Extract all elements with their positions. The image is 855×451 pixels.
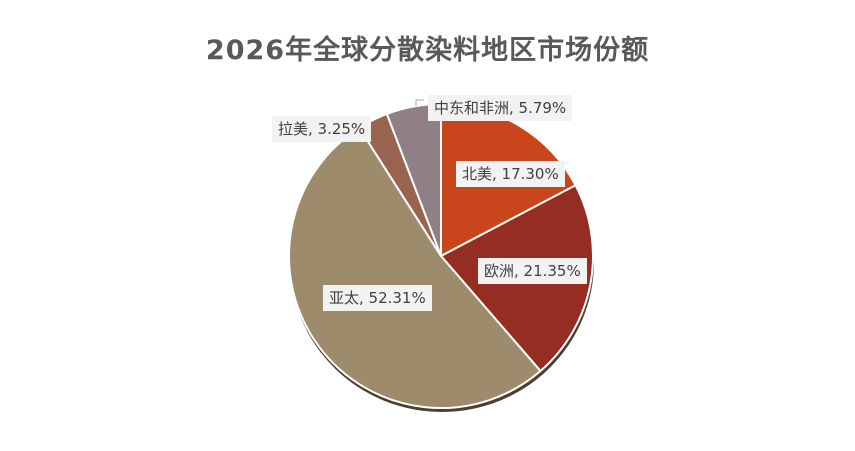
pie-slice-asia-pacific <box>288 126 542 409</box>
chart-title: 2026年全球分散染料地区市场份额 <box>205 35 650 66</box>
slice-label-europe: 欧洲, 21.35% <box>478 258 587 284</box>
slice-label-asia-pacific: 亚太, 52.31% <box>323 285 432 311</box>
slice-label-latin-america: 拉美, 3.25% <box>272 116 372 142</box>
slice-label-north-america: 北美, 17.30% <box>456 161 565 187</box>
slice-label-middle-east-africa: 中东和非洲, 5.79% <box>428 95 573 121</box>
leader-line <box>415 99 424 106</box>
